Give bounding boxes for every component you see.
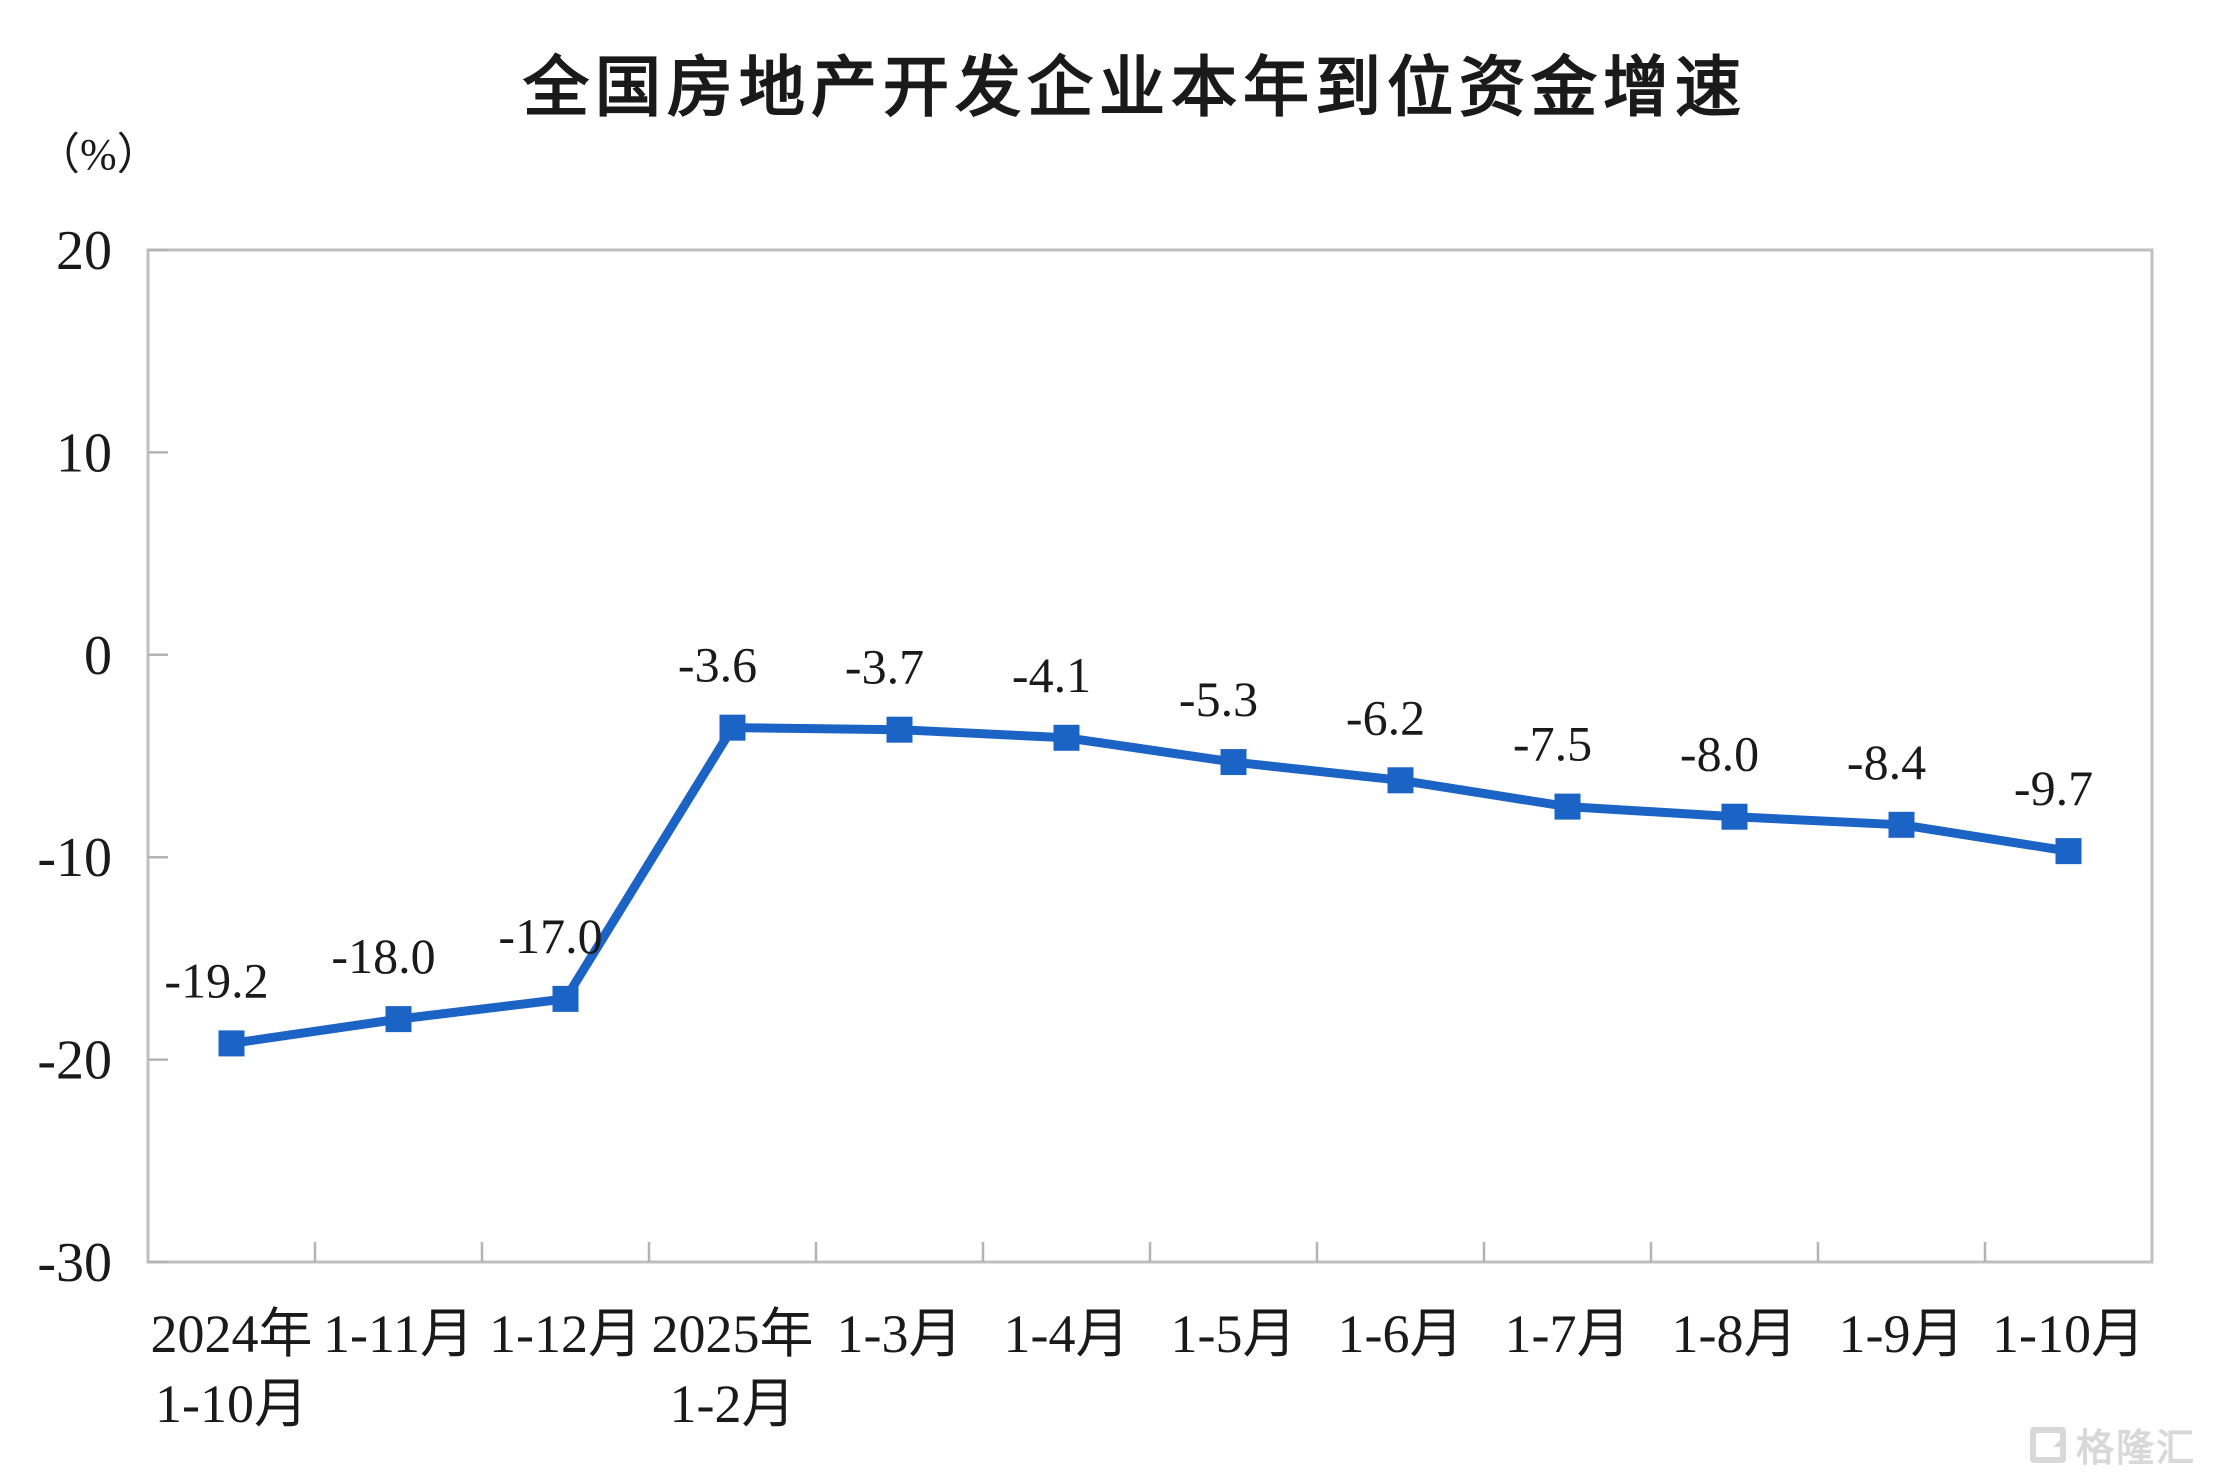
data-point-label: -7.5: [1513, 716, 1592, 772]
data-series-line: [227, 723, 2073, 1048]
data-point-marker: [218, 1030, 245, 1057]
data-point-marker: [1053, 724, 1080, 751]
x-axis-tick-label: 1-6月: [1338, 1304, 1464, 1364]
data-point-label: -17.0: [498, 908, 602, 964]
y-axis-tick-label: 10: [56, 422, 112, 484]
data-point-label: -18.0: [331, 928, 435, 984]
x-axis-tick-label: 2024年 1-10月: [151, 1304, 313, 1434]
x-axis-tick-label: 2025年 1-2月: [652, 1304, 814, 1434]
x-axis-tick-label: 1-11月: [323, 1304, 474, 1364]
data-point-label: -5.3: [1179, 671, 1258, 727]
watermark-text: 格隆汇: [2075, 1428, 2196, 1470]
y-axis-tick-label: 20: [56, 220, 112, 282]
x-axis-tick-label: 1-10月: [1992, 1304, 2145, 1364]
data-point-marker: [1721, 803, 1748, 830]
data-point-marker: [1888, 811, 1915, 838]
data-point-label: -9.7: [2014, 760, 2093, 816]
data-point-label: -4.1: [1012, 647, 1091, 703]
gelonghui-logo-icon: [2029, 1426, 2066, 1463]
chart-title: 全国房地产开发企业本年到位资金增速: [523, 50, 1747, 124]
data-point-label: -8.0: [1680, 726, 1759, 782]
x-axis-tick-label: 1-9月: [1839, 1304, 1965, 1364]
x-axis-tick-label: 1-4月: [1004, 1304, 1130, 1364]
data-point-marker: [1387, 767, 1414, 794]
x-axis-tick-label: 1-5月: [1171, 1304, 1297, 1364]
y-axis-tick-label: -20: [37, 1030, 112, 1092]
data-point-label: -3.6: [678, 637, 757, 693]
data-point-marker: [1220, 749, 1247, 776]
data-point-label: -8.4: [1847, 734, 1926, 790]
y-axis-tick-label: -30: [37, 1232, 112, 1294]
x-axis-tick-label: 1-8月: [1672, 1304, 1798, 1364]
data-point-label: -3.7: [845, 639, 924, 695]
data-point-label: -6.2: [1346, 689, 1425, 745]
data-point-marker: [1554, 793, 1581, 820]
watermark-gelonghui: 格隆汇: [2028, 1417, 2196, 1472]
x-axis-tick-label: 1-7月: [1505, 1304, 1631, 1364]
y-axis-tick-label: 0: [84, 625, 112, 687]
x-axis-tick-label: 1-3月: [837, 1304, 963, 1364]
y-axis-tick-label: -10: [37, 827, 112, 889]
data-point-marker: [552, 985, 579, 1012]
data-point-marker: [2055, 838, 2082, 865]
x-axis-tick-label: 1-12月: [489, 1304, 642, 1364]
data-point-marker: [385, 1006, 412, 1033]
data-point-marker: [886, 716, 913, 743]
data-point-marker: [719, 714, 746, 741]
data-point-label: -19.2: [164, 952, 268, 1008]
y-axis-unit-label: （%）: [36, 130, 161, 179]
